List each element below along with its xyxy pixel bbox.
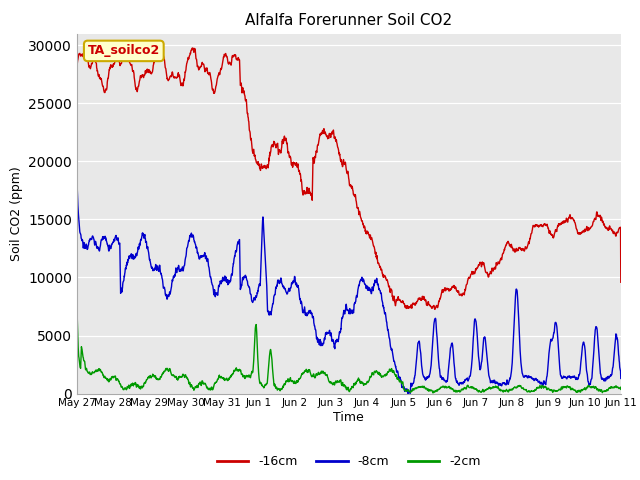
Line: -8cm: -8cm [77,183,621,394]
-8cm [338,318,346,324]
Y-axis label: Soil CO2 (ppm): Soil CO2 (ppm) [10,166,22,261]
-2cm [338,382,346,388]
-8cm [404,391,412,396]
-8cm [101,235,109,241]
Title: Alfalfa Forerunner Soil CO2: Alfalfa Forerunner Soil CO2 [245,13,452,28]
-16cm [338,158,346,164]
-2cm [73,309,81,314]
-16cm [502,243,509,249]
-8cm [617,375,625,381]
-16cm [100,90,108,96]
-16cm [617,279,625,285]
-16cm [73,173,81,179]
-16cm [602,225,609,230]
-16cm [431,307,439,312]
-16cm [122,44,129,50]
-8cm [73,248,81,253]
-16cm [602,224,609,230]
-2cm [502,388,509,394]
-2cm [602,388,609,394]
Text: TA_soilco2: TA_soilco2 [88,44,160,58]
-8cm [602,378,609,384]
-8cm [602,377,609,383]
-8cm [502,381,509,387]
-16cm [323,133,331,139]
-2cm [429,390,437,396]
Legend: -16cm, -8cm, -2cm: -16cm, -8cm, -2cm [212,450,486,473]
-2cm [101,373,109,379]
-2cm [617,386,625,392]
-2cm [602,388,609,394]
-8cm [73,180,81,186]
Line: -2cm: -2cm [77,312,621,393]
-2cm [73,332,81,338]
Line: -16cm: -16cm [77,47,621,310]
X-axis label: Time: Time [333,411,364,424]
-2cm [323,373,331,379]
-8cm [323,329,331,335]
